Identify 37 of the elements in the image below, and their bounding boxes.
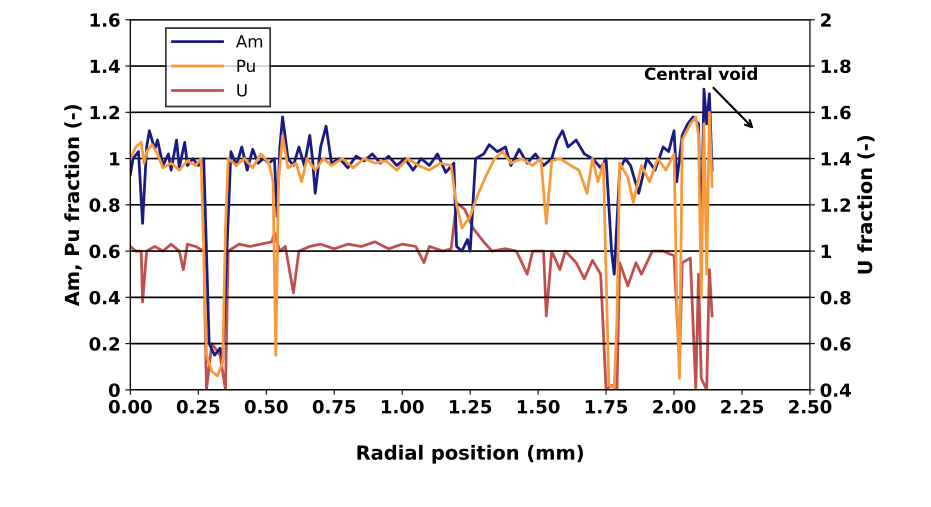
annotation: Central void [644,67,757,80]
y2-tick-label: 1.8 [822,59,851,74]
y2-tick-label: 1 [822,244,832,258]
legend-label: Am [236,35,262,48]
x-tick-label: 0.50 [244,400,288,414]
x-tick-label: 1.75 [586,400,628,414]
y2-tick-label: 0.4 [820,383,851,397]
y2-tick-label: 1.6 [822,106,851,120]
x-axis-title: Radial position (mm) [357,444,583,464]
y2-tick-label: 0.8 [820,290,851,304]
x-tick-label: 2.25 [721,400,764,414]
x-tick-label: 0.25 [176,400,220,414]
y2-axis-title: U fraction (-) [857,136,875,274]
y-tick-label: 0 [108,383,120,397]
y-tick-label: 0.6 [89,244,120,258]
x-tick-label: 0.75 [312,400,356,414]
y2-tick-label: 0.6 [820,337,851,351]
legend-label: U [237,84,247,97]
x-tick-label: 1.00 [382,400,424,414]
y-tick-label: 1.6 [90,13,120,27]
y-tick-label: 0.8 [89,198,120,212]
x-tick-label: 2.00 [653,400,696,414]
legend-label: Pu [237,60,255,72]
y2-tick-label: 1.2 [822,198,850,212]
line-series [130,110,714,389]
x-tick-label: 0.00 [108,400,152,414]
y-tick-label: 0.2 [89,337,120,351]
y-tick-label: 0.4 [89,290,120,304]
y-axis-title: Am, Pu fraction (-) [64,105,82,306]
x-tick-label: 2.50 [789,400,832,414]
y-tick-label: 1.2 [90,106,120,120]
y-tick-label: 1.4 [90,60,120,73]
x-tick-label: 1.25 [450,400,492,414]
y2-tick-label: 1.4 [822,152,851,166]
y2-tick-label: 2 [821,13,831,27]
y-tick-label: 1 [110,152,120,166]
x-tick-label: 1.50 [518,400,560,414]
